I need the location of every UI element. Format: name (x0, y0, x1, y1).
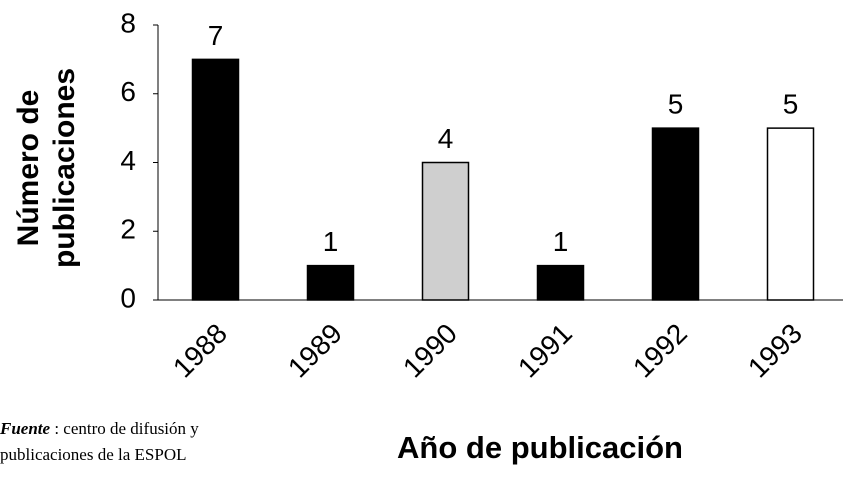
bar (651, 127, 700, 301)
value-label: 1 (553, 226, 569, 257)
bar (421, 161, 470, 301)
source-label: Fuente (0, 419, 51, 438)
source-text: : centro de difusión y (50, 419, 199, 438)
y-axis-label-line: publicaciones (48, 68, 81, 268)
value-label: 4 (438, 123, 454, 154)
value-label: 5 (783, 89, 799, 120)
x-tick-label: 1989 (282, 318, 348, 384)
bar (306, 264, 355, 301)
x-tick-label: 1990 (397, 318, 463, 384)
value-label: 1 (323, 226, 339, 257)
x-tick-label: 1992 (627, 318, 693, 384)
x-tick-label: 1988 (167, 318, 233, 384)
y-axis-label: Número de publicaciones (12, 68, 81, 268)
x-tick-label: 1993 (742, 318, 808, 384)
y-axis-label-line: Número de (12, 90, 45, 247)
source-note: Fuente : centro de difusión y (0, 419, 199, 438)
x-axis-label: Año de publicación (397, 430, 683, 465)
bar (766, 127, 815, 301)
value-label: 7 (208, 20, 224, 51)
bar (191, 58, 240, 301)
source-text: publicaciones de la ESPOL (0, 445, 187, 464)
y-tick-label: 2 (120, 214, 136, 245)
y-tick-label: 4 (120, 145, 136, 176)
bar (536, 264, 585, 301)
y-tick-label: 6 (120, 76, 136, 107)
y-tick-label: 8 (120, 7, 136, 38)
y-tick-label: 0 (120, 282, 136, 313)
x-tick-label: 1991 (512, 318, 578, 384)
value-label: 5 (668, 89, 684, 120)
